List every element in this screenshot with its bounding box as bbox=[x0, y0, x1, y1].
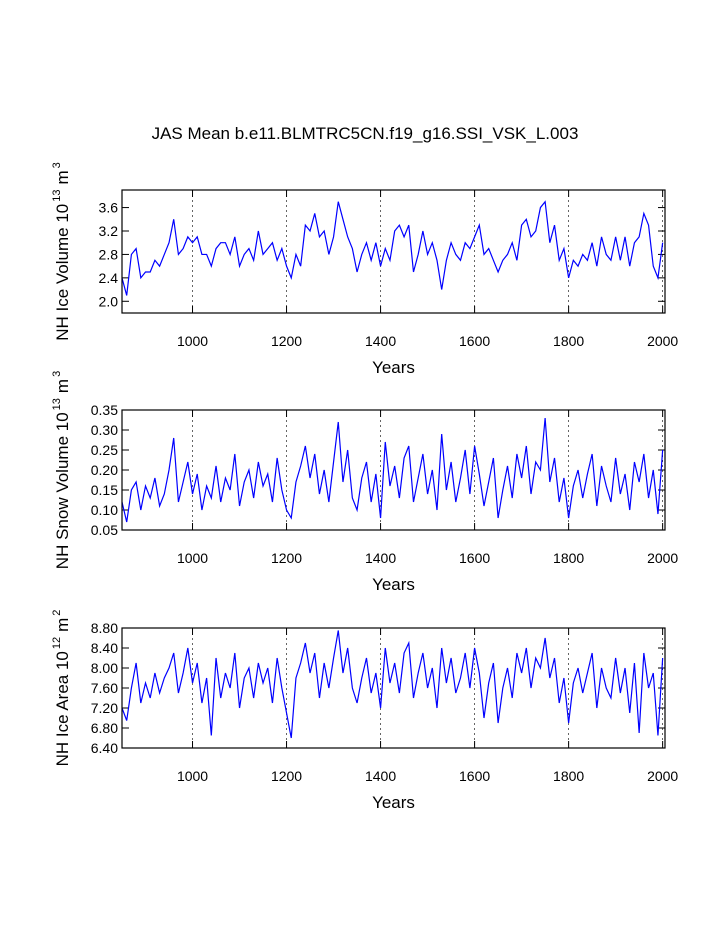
x-tick-label: 1200 bbox=[271, 768, 302, 784]
y-axis-label-unit: m bbox=[53, 170, 72, 184]
x-tick-label: 1600 bbox=[459, 768, 490, 784]
x-tick-label: 1000 bbox=[177, 333, 208, 349]
y-tick-label: 0.05 bbox=[91, 522, 118, 538]
y-tick-label: 0.20 bbox=[91, 462, 118, 478]
y-tick-label: 0.15 bbox=[91, 482, 118, 498]
data-line bbox=[121, 200, 664, 296]
y-axis-label-unit: m bbox=[53, 618, 72, 632]
y-tick-label: 6.40 bbox=[91, 740, 118, 756]
x-tick-label: 2000 bbox=[647, 768, 678, 784]
x-tick-label: 1200 bbox=[271, 333, 302, 349]
x-axis-label: Years bbox=[372, 575, 415, 594]
y-axis-label-unit-exp: 3 bbox=[51, 371, 63, 377]
x-tick-label: 1800 bbox=[553, 550, 584, 566]
y-tick-label: 8.40 bbox=[91, 640, 118, 656]
y-axis-label: NH Ice Area 10 12 m 2 bbox=[51, 610, 72, 767]
x-axis-label: Years bbox=[372, 793, 415, 812]
x-tick-label: 1000 bbox=[177, 550, 208, 566]
y-tick-label: 0.35 bbox=[91, 402, 118, 418]
plot-frame bbox=[121, 409, 666, 531]
title: JAS Mean b.e11.BLMTRC5CN.f19_g16.SSI_VSK… bbox=[152, 124, 579, 143]
y-axis-label-text: NH Snow Volume 10 bbox=[53, 412, 72, 569]
y-tick-label: 8.80 bbox=[91, 620, 118, 636]
y-tick-label: 2.0 bbox=[99, 293, 119, 309]
x-tick-label: 1800 bbox=[553, 333, 584, 349]
y-axis-label-unit-exp: 2 bbox=[51, 610, 63, 616]
plot-frame bbox=[121, 189, 666, 314]
y-axis-label: NH Ice Volume 10 13 m 3 bbox=[51, 162, 72, 341]
y-axis-label-text: NH Ice Volume 10 bbox=[53, 204, 72, 341]
data-line bbox=[121, 630, 664, 739]
y-tick-label: 6.80 bbox=[91, 720, 118, 736]
y-tick-label: 0.25 bbox=[91, 442, 118, 458]
x-tick-label: 1000 bbox=[177, 768, 208, 784]
y-axis-label: NH Snow Volume 10 13 m 3 bbox=[51, 371, 72, 569]
x-tick-label: 1600 bbox=[459, 550, 490, 566]
y-tick-label: 8.00 bbox=[91, 660, 118, 676]
x-tick-label: 1400 bbox=[365, 550, 396, 566]
y-axis-label-text: NH Ice Area 10 bbox=[53, 651, 72, 766]
plot-frame bbox=[121, 627, 666, 749]
y-axis-label-unit: m bbox=[53, 379, 72, 393]
y-tick-label: 0.30 bbox=[91, 422, 118, 438]
y-axis-label-unit-exp: 3 bbox=[51, 162, 63, 168]
x-tick-label: 2000 bbox=[647, 333, 678, 349]
y-tick-label: 3.6 bbox=[99, 200, 119, 216]
y-tick-label: 2.8 bbox=[99, 246, 119, 262]
y-tick-label: 7.60 bbox=[91, 680, 118, 696]
x-tick-label: 2000 bbox=[647, 550, 678, 566]
y-tick-label: 0.10 bbox=[91, 502, 118, 518]
y-axis-label-exp: 12 bbox=[51, 637, 63, 649]
x-tick-label: 1400 bbox=[365, 768, 396, 784]
y-tick-label: 7.20 bbox=[91, 700, 118, 716]
x-tick-label: 1200 bbox=[271, 550, 302, 566]
y-tick-label: 2.4 bbox=[99, 270, 119, 286]
x-axis-label: Years bbox=[372, 358, 415, 377]
x-tick-label: 1600 bbox=[459, 333, 490, 349]
data-line bbox=[121, 417, 664, 523]
y-axis-label-exp: 13 bbox=[51, 398, 63, 410]
y-tick-label: 3.2 bbox=[99, 223, 119, 239]
x-tick-label: 1800 bbox=[553, 768, 584, 784]
x-tick-label: 1400 bbox=[365, 333, 396, 349]
y-axis-label-exp: 13 bbox=[51, 190, 63, 202]
